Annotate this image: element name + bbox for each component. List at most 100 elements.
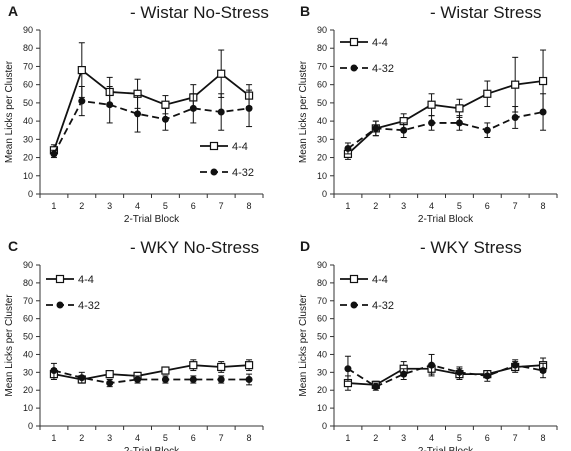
x-tick-label: 6 bbox=[191, 433, 196, 443]
legend: 4-4 4-32 bbox=[340, 37, 394, 75]
legend-marker bbox=[209, 141, 219, 151]
x-tick-label: 3 bbox=[401, 201, 406, 211]
data-point bbox=[483, 372, 491, 380]
data-point bbox=[78, 374, 86, 382]
y-tick-label: 50 bbox=[23, 98, 33, 108]
x-tick-label: 5 bbox=[457, 201, 462, 211]
series-line bbox=[347, 80, 544, 155]
data-point bbox=[400, 370, 408, 378]
series-line bbox=[53, 369, 250, 384]
y-tick-label: 40 bbox=[23, 349, 33, 359]
chart-title: - WKY Stress bbox=[420, 238, 522, 257]
series-4-32 bbox=[50, 362, 253, 388]
y-tick-label: 60 bbox=[23, 314, 33, 324]
legend-label: 4-4 bbox=[372, 37, 388, 49]
data-point bbox=[106, 379, 114, 387]
x-tick-label: 1 bbox=[51, 201, 56, 211]
legend-marker bbox=[350, 301, 358, 309]
data-point bbox=[217, 375, 225, 383]
legend-label: 4-4 bbox=[232, 141, 248, 153]
data-point bbox=[106, 101, 114, 109]
series-line bbox=[347, 364, 544, 386]
x-tick-label: 1 bbox=[51, 433, 56, 443]
legend-label: 4-4 bbox=[372, 274, 388, 286]
legend-label: 4-32 bbox=[372, 63, 394, 75]
x-tick-label: 2 bbox=[79, 201, 84, 211]
chart-title: - Wistar Stress bbox=[430, 3, 541, 22]
x-tick-label: 6 bbox=[485, 433, 490, 443]
legend-marker bbox=[349, 274, 359, 284]
y-tick-label: 90 bbox=[317, 260, 327, 270]
x-tick-label: 4 bbox=[429, 201, 434, 211]
x-tick-label: 7 bbox=[513, 201, 518, 211]
x-axis-label: 2-Trial Block bbox=[418, 214, 474, 225]
legend-marker bbox=[55, 274, 65, 284]
x-tick-label: 7 bbox=[219, 433, 224, 443]
x-tick-label: 4 bbox=[135, 433, 140, 443]
data-point bbox=[189, 361, 198, 370]
y-tick-label: 0 bbox=[322, 189, 327, 199]
data-point bbox=[161, 100, 170, 109]
y-tick-label: 70 bbox=[317, 296, 327, 306]
panel-letter: A bbox=[8, 3, 18, 19]
legend-label: 4-32 bbox=[232, 167, 254, 179]
legend: 4-4 4-32 bbox=[200, 141, 254, 179]
y-tick-label: 30 bbox=[23, 367, 33, 377]
y-tick-label: 0 bbox=[28, 421, 33, 431]
x-tick-label: 7 bbox=[219, 201, 224, 211]
y-tick-label: 80 bbox=[317, 43, 327, 53]
x-tick-label: 6 bbox=[485, 201, 490, 211]
y-tick-label: 0 bbox=[322, 421, 327, 431]
y-tick-label: 60 bbox=[317, 80, 327, 90]
legend-label: 4-32 bbox=[372, 300, 394, 312]
x-tick-label: 8 bbox=[541, 201, 546, 211]
y-tick-label: 60 bbox=[317, 314, 327, 324]
y-tick-label: 50 bbox=[317, 98, 327, 108]
legend-label: 4-32 bbox=[78, 300, 100, 312]
y-axis-label: Mean Licks per Cluster bbox=[4, 60, 15, 163]
legend-label: 4-4 bbox=[78, 274, 94, 286]
y-tick-label: 30 bbox=[317, 134, 327, 144]
y-axis-label: Mean Licks per Cluster bbox=[298, 294, 309, 397]
data-point bbox=[483, 89, 492, 98]
data-point bbox=[539, 367, 547, 375]
series-line bbox=[347, 111, 544, 150]
y-tick-label: 30 bbox=[317, 367, 327, 377]
legend-marker bbox=[210, 168, 218, 176]
y-tick-label: 80 bbox=[23, 278, 33, 288]
x-tick-label: 2 bbox=[373, 201, 378, 211]
y-tick-label: 70 bbox=[23, 61, 33, 71]
series-line bbox=[53, 100, 250, 155]
chart-title: - Wistar No-Stress bbox=[130, 3, 269, 22]
chart-panel-b: B - Wistar Stress 0 10 20 30 40 50 60 70 80 90 1 2 3 4 5… bbox=[298, 3, 558, 225]
x-tick-label: 7 bbox=[513, 433, 518, 443]
y-tick-label: 50 bbox=[317, 332, 327, 342]
data-point bbox=[134, 110, 142, 118]
panel-letter: C bbox=[8, 238, 18, 254]
y-axis-label: Mean Licks per Cluster bbox=[4, 294, 15, 397]
data-point bbox=[245, 375, 253, 383]
y-tick-label: 90 bbox=[317, 25, 327, 35]
y-tick-label: 60 bbox=[23, 80, 33, 90]
data-point bbox=[428, 119, 436, 127]
y-tick-label: 50 bbox=[23, 332, 33, 342]
x-tick-label: 5 bbox=[163, 433, 168, 443]
data-point bbox=[134, 375, 142, 383]
x-tick-label: 3 bbox=[401, 433, 406, 443]
y-tick-label: 10 bbox=[317, 171, 327, 181]
data-point bbox=[189, 375, 197, 383]
legend-marker bbox=[56, 301, 64, 309]
panel-letter: B bbox=[300, 3, 310, 19]
x-tick-label: 5 bbox=[163, 201, 168, 211]
data-point bbox=[344, 365, 352, 373]
data-point bbox=[161, 366, 170, 375]
y-tick-label: 10 bbox=[23, 403, 33, 413]
x-tick-label: 4 bbox=[429, 433, 434, 443]
y-tick-label: 80 bbox=[317, 278, 327, 288]
data-point bbox=[77, 65, 86, 75]
y-tick-label: 20 bbox=[317, 153, 327, 163]
data-point bbox=[217, 108, 225, 116]
legend: 4-4 4-32 bbox=[46, 274, 100, 312]
x-tick-label: 3 bbox=[107, 201, 112, 211]
